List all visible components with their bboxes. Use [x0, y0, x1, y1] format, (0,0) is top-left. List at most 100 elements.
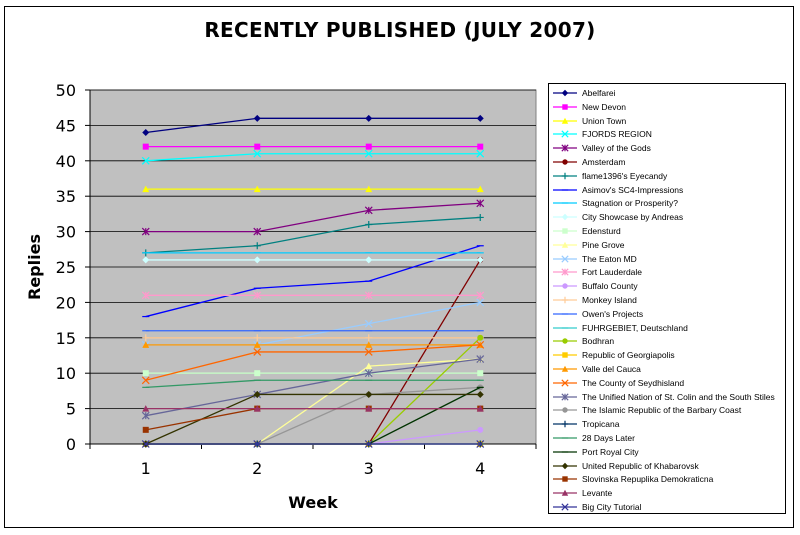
data-point	[253, 256, 261, 264]
data-point	[561, 503, 569, 511]
data-point	[253, 185, 261, 193]
data-point	[561, 379, 569, 387]
data-point	[561, 172, 569, 179]
y-tick-label: 50	[56, 81, 76, 100]
series-line	[145, 216, 481, 254]
data-point	[365, 143, 372, 150]
legend-label: FUHRGEBIET, Deutschland	[582, 322, 688, 333]
data-point	[562, 338, 568, 345]
legend-swatch	[553, 365, 577, 372]
legend-label: Big City Tutorial	[582, 502, 642, 512]
data-point	[364, 348, 373, 356]
legend-item: FUHRGEBIET, Deutschland	[549, 321, 785, 336]
legend-label: flame1396's Eyecandy	[582, 170, 668, 181]
series-line	[145, 379, 481, 389]
data-point	[561, 365, 569, 372]
series-0	[142, 114, 484, 136]
series-13	[141, 291, 485, 300]
legend-item: Stagnation or Prosperity?	[549, 196, 785, 211]
legend-item: Republic of Georgiapolis	[549, 348, 785, 363]
data-point	[365, 256, 373, 264]
legend-swatch	[553, 338, 577, 345]
legend-label: Buffalo County	[582, 281, 638, 292]
data-point	[142, 185, 150, 193]
data-point	[142, 370, 149, 377]
y-tick-label: 20	[56, 293, 76, 312]
data-point	[561, 268, 569, 277]
legend-swatch	[553, 172, 577, 179]
data-point	[365, 334, 373, 342]
legend-swatch	[553, 313, 577, 315]
data-point	[253, 405, 261, 412]
legend-swatch	[553, 117, 577, 124]
data-point	[476, 114, 484, 122]
y-tick-label: 15	[56, 329, 76, 348]
legend-swatch	[553, 489, 577, 496]
legend-swatch	[553, 130, 577, 139]
data-point	[561, 462, 569, 469]
y-tick-label: 45	[56, 116, 76, 135]
y-tick-label: 30	[56, 223, 76, 242]
data-point	[477, 334, 484, 341]
data-point	[561, 117, 569, 124]
legend-item: Big City Tutorial	[549, 500, 785, 515]
legend-item: New Devon	[549, 100, 785, 115]
legend-label: New Devon	[582, 101, 626, 112]
legend-label: Slovinska Repuplika Demokraticna	[582, 474, 714, 485]
data-point	[476, 355, 485, 363]
legend-label: 28 Days Later	[582, 433, 635, 443]
legend-swatch	[553, 159, 577, 165]
legend-swatch	[553, 420, 577, 428]
data-point	[253, 242, 261, 250]
y-tick-label: 35	[56, 187, 76, 206]
y-tick-label: 5	[66, 400, 76, 419]
legend-swatch	[553, 202, 577, 205]
legend-item: Tropicana	[549, 417, 785, 432]
x-tick-label: 3	[364, 459, 374, 478]
data-point	[562, 159, 568, 165]
series-3	[141, 149, 485, 165]
legend-swatch	[553, 437, 577, 439]
legend-item: Bodhran	[549, 334, 785, 349]
legend-label: Fort Lauderdale	[582, 267, 643, 278]
legend-swatch	[553, 462, 577, 469]
data-point	[364, 206, 373, 215]
data-point	[562, 283, 568, 289]
data-point	[561, 144, 569, 152]
legend-swatch	[553, 254, 577, 263]
data-point	[477, 370, 484, 377]
legend-swatch	[553, 392, 577, 401]
data-point	[141, 411, 150, 420]
data-point	[253, 390, 261, 398]
legend-swatch	[553, 188, 577, 191]
legend-label: Bodhran	[582, 336, 615, 347]
series-line	[145, 153, 481, 162]
legend-label: Union Town	[582, 115, 627, 126]
series-line	[145, 344, 481, 381]
legend-swatch	[553, 476, 577, 483]
x-axis-label: Week	[288, 493, 338, 512]
data-point	[142, 256, 150, 264]
data-point	[365, 185, 373, 193]
data-point	[476, 390, 484, 398]
series-25	[142, 379, 484, 389]
legend-label: United Republic of Khabarovsk	[582, 460, 699, 471]
legend-swatch	[553, 144, 577, 152]
x-tick-label: 2	[252, 459, 262, 478]
data-point	[364, 369, 373, 378]
legend-label: FJORDS REGION	[582, 129, 652, 140]
legend-swatch	[553, 296, 577, 304]
data-point	[141, 227, 150, 236]
data-point	[476, 213, 484, 221]
data-point	[365, 221, 373, 229]
data-point	[561, 420, 569, 428]
data-point	[142, 426, 149, 433]
data-point	[561, 254, 569, 263]
legend-item: Asimov's SC4-Impressions	[549, 183, 785, 198]
data-point	[141, 291, 150, 300]
data-point	[253, 348, 262, 356]
legend-item: flame1396's Eyecandy	[549, 169, 785, 184]
x-tick-label: 4	[475, 459, 485, 478]
y-tick-label: 0	[66, 435, 76, 454]
